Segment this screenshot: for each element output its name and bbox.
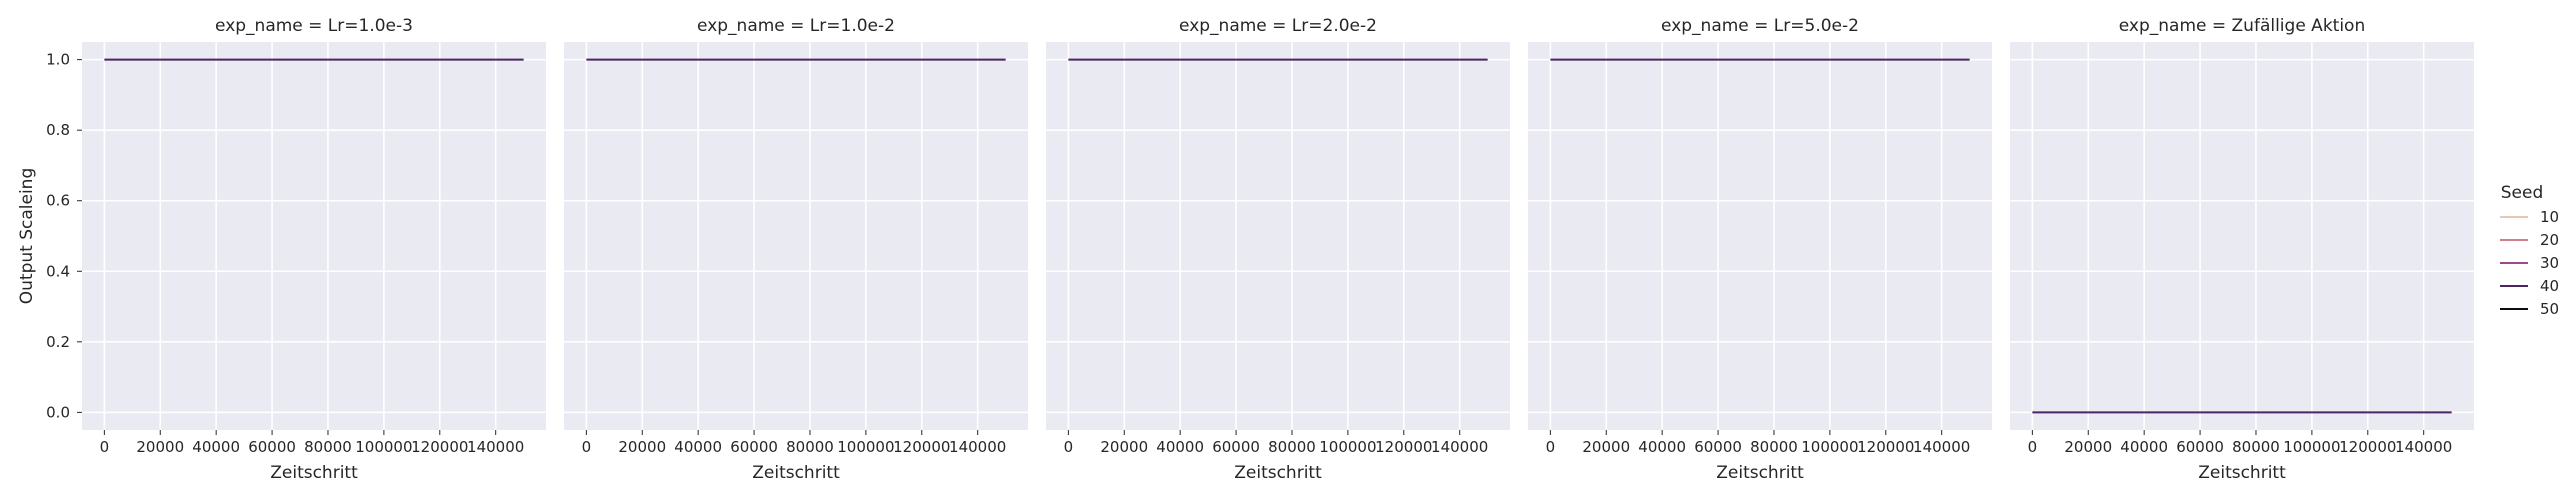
y-tick-label: 0.6 xyxy=(46,192,70,210)
x-tick-label: 40000 xyxy=(192,438,240,456)
y-axis-label: Output Scaleing xyxy=(17,168,37,304)
legend-label: 40 xyxy=(2540,277,2559,295)
x-axis-label: Zeitschritt xyxy=(1716,463,1804,483)
x-tick-label: 100000 xyxy=(355,438,412,456)
x-tick-label: 20000 xyxy=(618,438,666,456)
x-tick-label: 0 xyxy=(100,438,110,456)
legend-label: 50 xyxy=(2540,300,2559,318)
legend-title: Seed xyxy=(2501,183,2544,203)
x-tick-label: 120000 xyxy=(2339,438,2396,456)
legend-label: 30 xyxy=(2540,254,2559,272)
x-tick-label: 0 xyxy=(582,438,592,456)
x-tick-label: 140000 xyxy=(467,438,524,456)
legend-label: 20 xyxy=(2540,231,2559,249)
x-tick-label: 120000 xyxy=(411,438,468,456)
x-tick-label: 60000 xyxy=(2176,438,2224,456)
x-tick-label: 60000 xyxy=(1212,438,1260,456)
x-tick-label: 140000 xyxy=(2395,438,2452,456)
x-axis-label: Zeitschritt xyxy=(1234,463,1322,483)
x-tick-label: 40000 xyxy=(1156,438,1204,456)
panel-title: exp_name = Lr=1.0e-2 xyxy=(697,16,895,36)
panel-background xyxy=(1528,42,1992,430)
x-tick-label: 100000 xyxy=(2283,438,2340,456)
x-tick-label: 80000 xyxy=(786,438,834,456)
x-tick-label: 80000 xyxy=(1750,438,1798,456)
panel-title: exp_name = Lr=2.0e-2 xyxy=(1179,16,1377,36)
x-tick-label: 40000 xyxy=(1638,438,1686,456)
x-tick-label: 120000 xyxy=(1375,438,1432,456)
x-tick-label: 80000 xyxy=(2232,438,2280,456)
x-tick-label: 20000 xyxy=(2064,438,2112,456)
x-tick-label: 0 xyxy=(1064,438,1074,456)
x-tick-label: 0 xyxy=(1546,438,1556,456)
x-tick-label: 60000 xyxy=(248,438,296,456)
x-tick-label: 80000 xyxy=(304,438,352,456)
y-tick-label: 0.0 xyxy=(46,403,70,421)
x-axis-label: Zeitschritt xyxy=(752,463,840,483)
x-tick-label: 0 xyxy=(2028,438,2038,456)
y-tick-label: 0.2 xyxy=(46,333,70,351)
x-tick-label: 120000 xyxy=(1857,438,1914,456)
x-tick-label: 140000 xyxy=(1913,438,1970,456)
y-tick-label: 1.0 xyxy=(46,51,70,69)
panel-background xyxy=(2010,42,2474,430)
panel-title: exp_name = Zufällige Aktion xyxy=(2119,16,2365,36)
x-tick-label: 140000 xyxy=(949,438,1006,456)
panel-title: exp_name = Lr=1.0e-3 xyxy=(215,16,413,36)
x-tick-label: 140000 xyxy=(1431,438,1488,456)
x-tick-label: 100000 xyxy=(1319,438,1376,456)
x-tick-label: 40000 xyxy=(2120,438,2168,456)
x-tick-label: 20000 xyxy=(1100,438,1148,456)
x-tick-label: 20000 xyxy=(136,438,184,456)
x-axis-label: Zeitschritt xyxy=(2198,463,2286,483)
y-tick-label: 0.8 xyxy=(46,121,70,139)
panel-background xyxy=(82,42,546,430)
legend-label: 10 xyxy=(2540,208,2559,226)
x-tick-label: 60000 xyxy=(730,438,778,456)
x-tick-label: 40000 xyxy=(674,438,722,456)
x-tick-label: 100000 xyxy=(837,438,894,456)
x-tick-label: 100000 xyxy=(1801,438,1858,456)
x-tick-label: 80000 xyxy=(1268,438,1316,456)
x-tick-label: 20000 xyxy=(1582,438,1630,456)
y-tick-label: 0.4 xyxy=(46,262,70,280)
panel-background xyxy=(564,42,1028,430)
x-tick-label: 120000 xyxy=(893,438,950,456)
panel-background xyxy=(1046,42,1510,430)
x-axis-label: Zeitschritt xyxy=(270,463,358,483)
panel-title: exp_name = Lr=5.0e-2 xyxy=(1661,16,1859,36)
x-tick-label: 60000 xyxy=(1694,438,1742,456)
